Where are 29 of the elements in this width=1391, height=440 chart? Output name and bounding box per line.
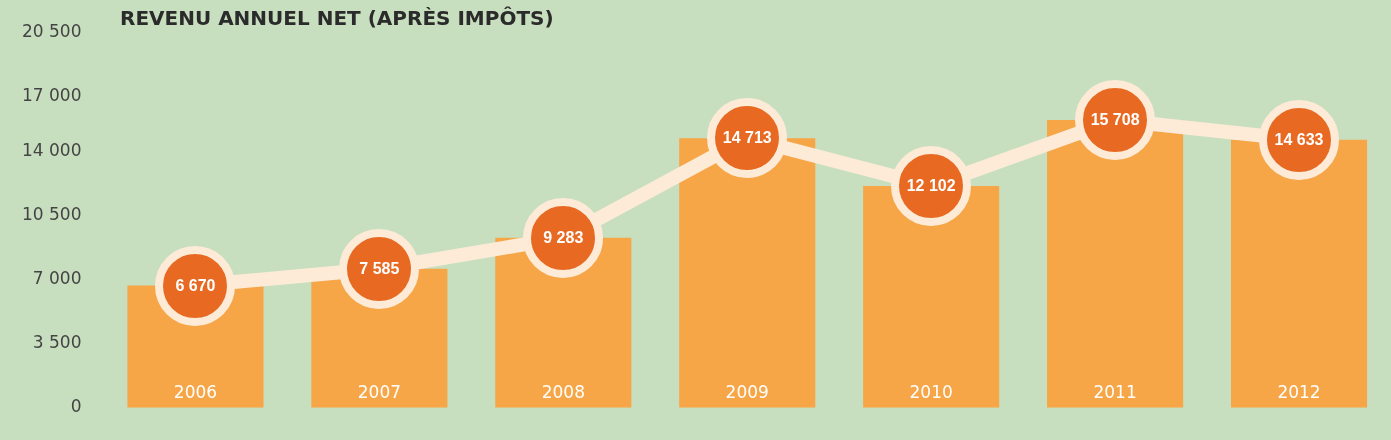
circle-badge: 14 633 [1259, 99, 1340, 180]
data-label: 7 585 [359, 259, 400, 278]
y-tick-label: 0 [70, 396, 82, 417]
circle-badge: 14 713 [707, 98, 788, 179]
data-label: 12 102 [906, 177, 956, 196]
x-tick-label: 2007 [357, 382, 402, 403]
y-tick-label: 3 500 [32, 332, 82, 353]
chart-title: REVENU ANNUEL NET (APRÈS IMPÔTS) [120, 6, 554, 31]
x-tick-label: 2010 [909, 382, 953, 403]
x-tick-label: 2008 [541, 382, 585, 403]
data-label: 9 283 [543, 228, 584, 247]
circle-badge: 12 102 [891, 146, 972, 227]
data-label: 15 708 [1090, 110, 1140, 129]
circle-badge: 7 585 [339, 228, 420, 309]
y-tick-label: 20 500 [22, 20, 82, 41]
data-label: 14 633 [1274, 130, 1324, 149]
x-tick-label: 2011 [1093, 382, 1137, 403]
y-tick-label: 10 500 [22, 203, 82, 224]
circle-badge: 6 670 [155, 245, 236, 326]
x-tick-label: 2012 [1277, 382, 1321, 403]
x-tick-label: 2006 [173, 382, 218, 403]
circle-badge: 9 283 [523, 197, 604, 278]
x-tick-label: 2009 [725, 382, 769, 403]
y-tick-label: 14 000 [22, 139, 82, 160]
circle-badge: 15 708 [1075, 80, 1156, 160]
data-label: 14 713 [722, 129, 772, 148]
data-label: 6 670 [175, 276, 216, 295]
y-tick-label: 17 000 [22, 84, 82, 105]
y-tick-label: 7 000 [32, 267, 82, 288]
